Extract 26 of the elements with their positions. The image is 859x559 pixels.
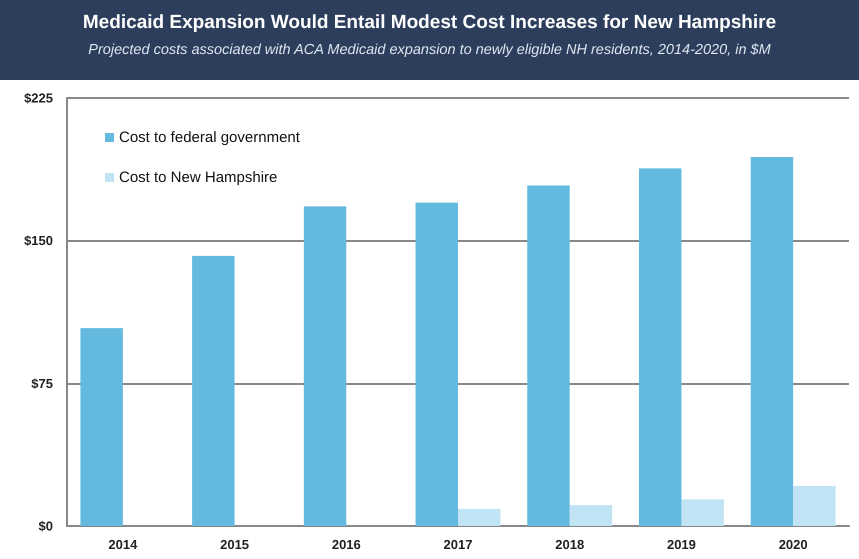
legend-label: Cost to federal government bbox=[119, 129, 301, 146]
bar bbox=[681, 499, 724, 526]
chart-subtitle: Projected costs associated with ACA Medicaid expansion to newly eligible NH residents, 2014-2020, in $M bbox=[87, 42, 772, 58]
chart-title: Medicaid Expansion Would Entail Modest Cost Increases for New Hampshire bbox=[82, 12, 778, 34]
legend-label: Cost to New Hampshire bbox=[119, 169, 278, 186]
bar bbox=[304, 206, 346, 526]
x-tick-label: 2017 bbox=[444, 537, 472, 552]
x-tick-label: 2019 bbox=[666, 537, 696, 552]
y-tick-label: $0 bbox=[38, 518, 53, 534]
x-tick-label: 2016 bbox=[332, 537, 361, 552]
x-tick-label: 2018 bbox=[555, 537, 584, 552]
bar bbox=[80, 328, 123, 526]
bar bbox=[416, 202, 458, 526]
bar bbox=[570, 505, 612, 526]
y-tick-label: $75 bbox=[31, 376, 53, 391]
x-tick-label: 2020 bbox=[778, 537, 808, 552]
x-tick-label: 2014 bbox=[108, 537, 138, 552]
x-tick-label: 2015 bbox=[220, 537, 250, 552]
bar bbox=[527, 186, 570, 526]
y-tick-label: $225 bbox=[24, 90, 53, 106]
bar bbox=[458, 508, 500, 526]
bar bbox=[750, 156, 794, 526]
y-tick-label: $150 bbox=[24, 233, 53, 248]
bar bbox=[192, 256, 235, 526]
bar bbox=[638, 168, 682, 526]
bar bbox=[793, 486, 836, 526]
